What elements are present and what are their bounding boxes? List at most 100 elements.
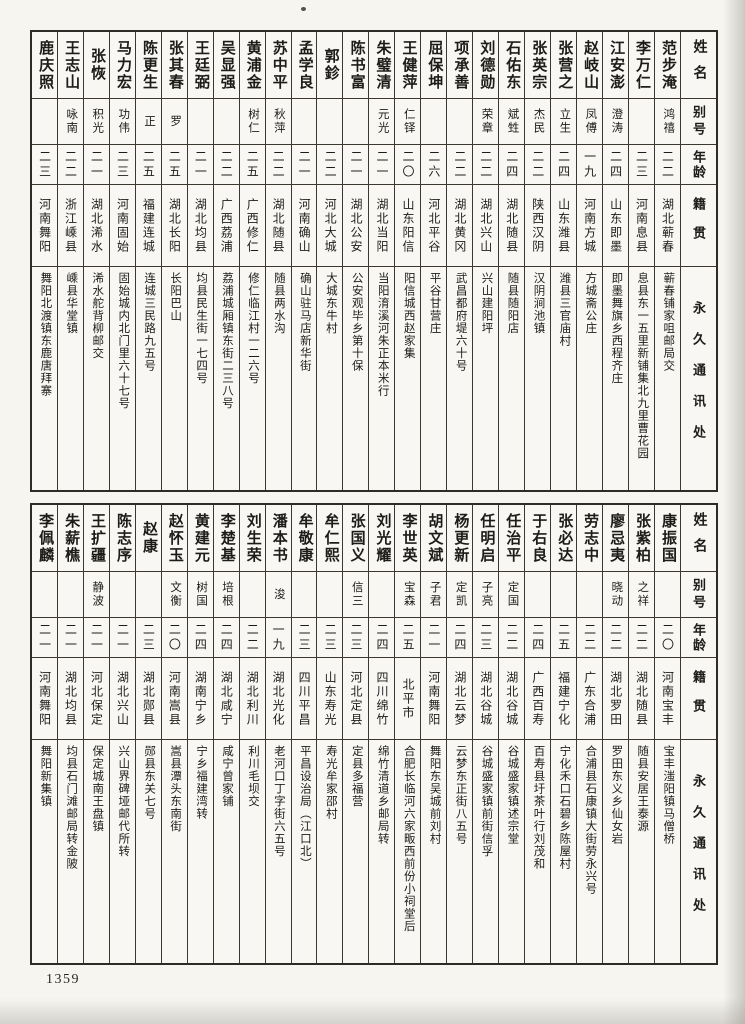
person-alias xyxy=(421,98,447,144)
person-native-place: 湖北咸宁 xyxy=(213,657,239,739)
person-alias: 之祥 xyxy=(628,571,654,617)
person-mailing-address: 汉阴涧池镇 xyxy=(525,266,551,490)
person-column: 李楚基 培根 二四 湖北咸宁 咸宁曾家铺 xyxy=(212,505,239,963)
person-mailing-address: 绵竹清道乡邮局转 xyxy=(369,739,395,963)
person-age: 二四 xyxy=(447,617,473,657)
person-alias xyxy=(577,571,602,617)
person-native-place: 北平市 xyxy=(395,657,421,739)
person-age: 二二 xyxy=(628,617,654,657)
person-native-place: 四川平昌 xyxy=(291,657,317,739)
person-native-place: 福建宁化 xyxy=(551,657,577,739)
person-column: 马力宏 功伟 二三 河南固始 固始城内北门里六十七号 xyxy=(108,32,135,490)
person-name: 牟仁熙 xyxy=(322,512,339,564)
header-origin-label: 籍贯 xyxy=(680,184,716,266)
person-age: 二二 xyxy=(499,617,525,657)
person-alias xyxy=(187,98,213,144)
person-name: 任明启 xyxy=(478,512,495,564)
header-address-label: 永久通讯处 xyxy=(680,266,716,490)
person-mailing-address: 舞阳北渡镇东鹿唐拜寨 xyxy=(32,266,57,490)
person-alias: 浚 xyxy=(265,571,291,617)
person-alias: 罗 xyxy=(161,98,187,144)
person-name: 赵岐山 xyxy=(582,39,599,91)
person-mailing-address: 舞阳新集镇 xyxy=(32,739,57,963)
person-native-place: 陕西汉阴 xyxy=(525,184,551,266)
person-column: 陈志序 二一 湖北兴山 兴山界碑垭邮代所转 xyxy=(108,505,135,963)
person-name: 张营之 xyxy=(556,39,573,91)
person-alias xyxy=(135,571,161,617)
person-name: 张紫柏 xyxy=(634,512,651,564)
person-native-place: 湖北随县 xyxy=(265,184,291,266)
person-name: 牟敬康 xyxy=(296,512,313,564)
directory-table-bottom: 李佩麟 二一 河南舞阳 舞阳新集镇 朱薪樵 二一 湖北均县 均县石门滩邮局转金陂… xyxy=(30,503,718,965)
person-mailing-address: 定县多福营 xyxy=(343,739,369,963)
person-name: 李佩麟 xyxy=(37,512,54,564)
person-name: 李世英 xyxy=(400,512,417,564)
person-native-place: 湖北罗田 xyxy=(602,657,628,739)
person-name: 陈志序 xyxy=(114,512,131,564)
person-mailing-address: 谷城盛家镇述宗堂 xyxy=(499,739,525,963)
person-age: 二三 xyxy=(109,144,135,184)
person-age: 二一 xyxy=(109,617,135,657)
person-column: 黄建元 树国 二四 湖南宁乡 宁乡福建湾转 xyxy=(186,505,213,963)
person-alias xyxy=(57,571,83,617)
person-name: 王志山 xyxy=(63,39,80,91)
person-mailing-address: 寿光牟家邵村 xyxy=(317,739,343,963)
person-native-place: 河南舞阳 xyxy=(32,657,57,739)
person-column: 杨更新 定凯 二四 湖北云梦 云梦东正街八五号 xyxy=(446,505,473,963)
person-mailing-address: 利川毛坝交 xyxy=(239,739,265,963)
header-column: 姓名 别号 年龄 籍贯 永久通讯处 xyxy=(679,32,716,490)
person-mailing-address: 云梦东正街八五号 xyxy=(447,739,473,963)
header-column: 姓名 别号 年龄 籍贯 永久通讯处 xyxy=(679,505,716,963)
person-mailing-address: 固始城内北门里六十七号 xyxy=(109,266,135,490)
person-age: 二三 xyxy=(343,617,369,657)
person-mailing-address: 宝丰滍阳镇马僧桥 xyxy=(654,739,680,963)
person-alias xyxy=(343,98,369,144)
person-native-place: 湖北郧县 xyxy=(135,657,161,739)
person-alias xyxy=(628,98,654,144)
person-mailing-address: 修仁临江村一二六号 xyxy=(239,266,265,490)
person-name: 吴显强 xyxy=(218,39,235,91)
person-alias: 树国 xyxy=(187,571,213,617)
scan-speck xyxy=(301,7,306,11)
person-column: 苏中平 秋萍 二二 湖北随县 随县两水沟 xyxy=(264,32,291,490)
person-age: 二一 xyxy=(421,617,447,657)
person-alias xyxy=(32,571,57,617)
person-column: 李万仁 二三 河南息县 息县东一五里新铺集北九里曹花园 xyxy=(627,32,654,490)
person-column: 康振国 二〇 河南宝丰 宝丰滍阳镇马僧桥 xyxy=(653,505,680,963)
person-native-place: 湖北谷城 xyxy=(499,657,525,739)
person-alias: 定凯 xyxy=(447,571,473,617)
person-native-place: 河南嵩县 xyxy=(161,657,187,739)
person-alias xyxy=(447,98,473,144)
person-alias: 静波 xyxy=(83,571,109,617)
person-column: 廖忌夷 晓动 二二 湖北罗田 罗田东义乡仙女岩 xyxy=(601,505,628,963)
person-column: 吴显强 二二 广西荔浦 荔浦城厢镇东街二三八号 xyxy=(212,32,239,490)
person-age: 二一 xyxy=(343,144,369,184)
person-alias xyxy=(369,571,395,617)
person-mailing-address: 宁化禾口石碧乡陈屋村 xyxy=(551,739,577,963)
person-name: 张必达 xyxy=(556,512,573,564)
person-age: 二一 xyxy=(369,144,395,184)
person-age: 二二 xyxy=(57,144,83,184)
person-name: 王扩疆 xyxy=(89,512,106,564)
person-alias: 宝森 xyxy=(395,571,421,617)
person-column: 石佑东 斌甡 二四 湖北随县 随县随阳店 xyxy=(498,32,525,490)
person-age: 二五 xyxy=(161,144,187,184)
person-mailing-address: 均县石门滩邮局转金陂 xyxy=(57,739,83,963)
person-mailing-address: 嵩县潭头东南街 xyxy=(161,739,187,963)
person-native-place: 河北大城 xyxy=(317,184,343,266)
person-age: 二一 xyxy=(83,617,109,657)
person-age: 二三 xyxy=(317,617,343,657)
person-column: 胡文斌 子君 二一 河南舞阳 舞阳东吴城前刘村 xyxy=(420,505,447,963)
person-mailing-address: 潍县三官庙村 xyxy=(551,266,577,490)
person-column: 王健萍 仁铎 二〇 山东阳信 阳信城西赵家集 xyxy=(394,32,421,490)
person-age: 二一 xyxy=(291,144,317,184)
person-column: 张国义 信三 二三 河北定县 定县多福营 xyxy=(342,505,369,963)
person-alias: 文衡 xyxy=(161,571,187,617)
person-native-place: 山东阳信 xyxy=(395,184,421,266)
person-column: 张紫柏 之祥 二二 湖北随县 随县安居王泰源 xyxy=(627,505,654,963)
person-name: 张英宗 xyxy=(530,39,547,91)
person-age: 二四 xyxy=(369,617,395,657)
person-alias: 元光 xyxy=(369,98,395,144)
person-name: 潘本书 xyxy=(270,512,287,564)
person-age: 二一 xyxy=(187,144,213,184)
